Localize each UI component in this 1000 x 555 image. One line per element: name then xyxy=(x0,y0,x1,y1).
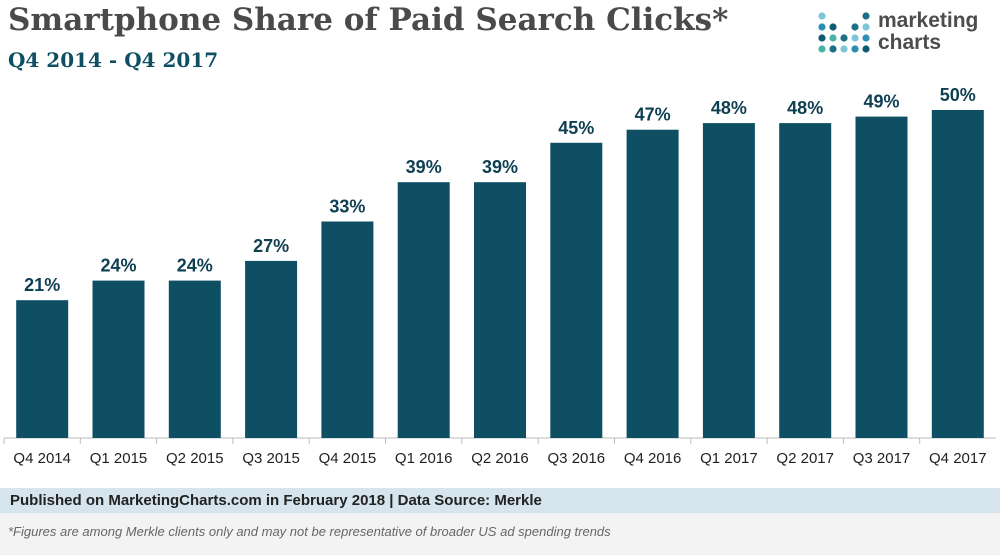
logo-dot xyxy=(862,45,870,53)
source-band: Published on MarketingCharts.com in Febr… xyxy=(0,488,1000,513)
x-tick-label: Q3 2015 xyxy=(242,450,300,467)
logo-dot xyxy=(851,45,859,53)
logo-dot xyxy=(829,34,837,42)
logo-dot xyxy=(818,34,826,42)
logo-dot xyxy=(862,23,870,31)
bar-value-label: 39% xyxy=(482,157,518,177)
bar xyxy=(702,123,755,438)
bar-value-label: 45% xyxy=(558,118,594,138)
x-tick-label: Q4 2015 xyxy=(319,450,377,467)
chart-subtitle: Q4 2014 - Q4 2017 xyxy=(8,48,219,72)
bar-value-label: 47% xyxy=(635,105,671,125)
bar-value-label: 24% xyxy=(100,256,136,276)
bar-value-label: 48% xyxy=(787,98,823,118)
bar xyxy=(245,260,298,438)
logo-dots-icon xyxy=(818,12,870,53)
x-tick-label: Q1 2015 xyxy=(90,450,148,467)
logo-dot xyxy=(818,23,826,31)
bar xyxy=(550,142,603,439)
bar-value-label: 21% xyxy=(24,275,60,295)
footnote-text: *Figures are among Merkle clients only a… xyxy=(8,524,611,539)
logo-dot xyxy=(818,12,826,20)
logo-dot xyxy=(851,34,859,42)
bar xyxy=(168,280,221,438)
logo-dot xyxy=(851,23,859,31)
logo-line2: charts xyxy=(878,31,942,54)
bar-value-label: 50% xyxy=(940,85,976,105)
x-tick-label: Q4 2016 xyxy=(624,450,682,467)
bar xyxy=(931,110,984,438)
bar xyxy=(626,129,679,438)
bar-value-label: 24% xyxy=(177,256,213,276)
bar xyxy=(92,280,145,438)
bar xyxy=(321,221,374,438)
bar xyxy=(855,116,908,438)
bar xyxy=(474,182,526,438)
logo-line1: marketing xyxy=(878,9,979,32)
source-text: Published on MarketingCharts.com in Febr… xyxy=(10,492,542,509)
marketingcharts-logo: marketing charts xyxy=(816,10,996,58)
x-tick-label: Q4 2017 xyxy=(929,450,987,467)
bar xyxy=(779,123,832,438)
logo-dot xyxy=(840,34,848,42)
x-tick-label: Q1 2017 xyxy=(700,450,758,467)
x-tick-label: Q3 2017 xyxy=(853,450,911,467)
logo-wordmark: marketing charts xyxy=(878,10,978,54)
x-tick-label: Q3 2016 xyxy=(548,450,606,467)
x-tick-label: Q4 2014 xyxy=(13,450,71,467)
chart-title: Smartphone Share of Paid Search Clicks* xyxy=(8,2,729,38)
bar-value-label: 49% xyxy=(863,92,899,112)
x-tick-label: Q2 2015 xyxy=(166,450,224,467)
x-tick-label: Q2 2016 xyxy=(471,450,529,467)
logo-dot xyxy=(829,23,837,31)
footnote-band: *Figures are among Merkle clients only a… xyxy=(0,513,1000,555)
logo-dot xyxy=(818,45,826,53)
bar-value-label: 48% xyxy=(711,98,747,118)
bar-value-label: 33% xyxy=(329,197,365,217)
logo-dot xyxy=(840,45,848,53)
bar-value-label: 39% xyxy=(406,157,442,177)
logo-dot xyxy=(862,34,870,42)
bar-chart: 21% Q4 2014 24% Q1 2015 24% Q2 2015 27% Q3 2015… xyxy=(3,85,996,467)
bar xyxy=(397,182,450,438)
x-tick-label: Q2 2017 xyxy=(776,450,834,467)
logo-dot xyxy=(829,45,837,53)
logo-dot xyxy=(862,12,870,20)
bar xyxy=(16,300,69,438)
x-tick-label: Q1 2016 xyxy=(395,450,453,467)
bar-value-label: 27% xyxy=(253,236,289,256)
